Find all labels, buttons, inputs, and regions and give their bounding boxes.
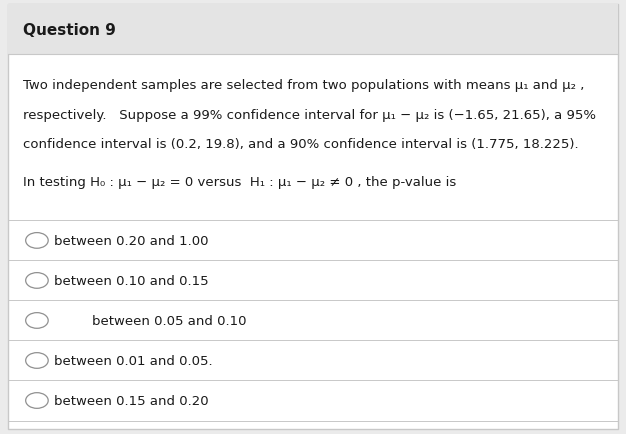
Text: confidence interval is (0.2, 19.8), and a 90% confidence interval is (1.775, 18.: confidence interval is (0.2, 19.8), and …: [23, 138, 579, 151]
Text: between 0.15 and 0.20: between 0.15 and 0.20: [54, 394, 209, 407]
FancyBboxPatch shape: [8, 5, 618, 429]
FancyBboxPatch shape: [8, 5, 618, 55]
Text: between 0.10 and 0.15: between 0.10 and 0.15: [54, 274, 209, 287]
Text: between 0.20 and 1.00: between 0.20 and 1.00: [54, 234, 209, 247]
Text: Question 9: Question 9: [23, 23, 116, 38]
Text: between 0.01 and 0.05.: between 0.01 and 0.05.: [54, 354, 213, 367]
Text: In testing H₀ : μ₁ − μ₂ = 0 versus  H₁ : μ₁ − μ₂ ≠ 0 , the p-value is: In testing H₀ : μ₁ − μ₂ = 0 versus H₁ : …: [23, 175, 456, 188]
Text: between 0.05 and 0.10: between 0.05 and 0.10: [92, 314, 247, 327]
Text: Two independent samples are selected from two populations with means μ₁ and μ₂ ,: Two independent samples are selected fro…: [23, 79, 585, 92]
Text: respectively.   Suppose a 99% confidence interval for μ₁ − μ₂ is (−1.65, 21.65),: respectively. Suppose a 99% confidence i…: [23, 108, 596, 122]
